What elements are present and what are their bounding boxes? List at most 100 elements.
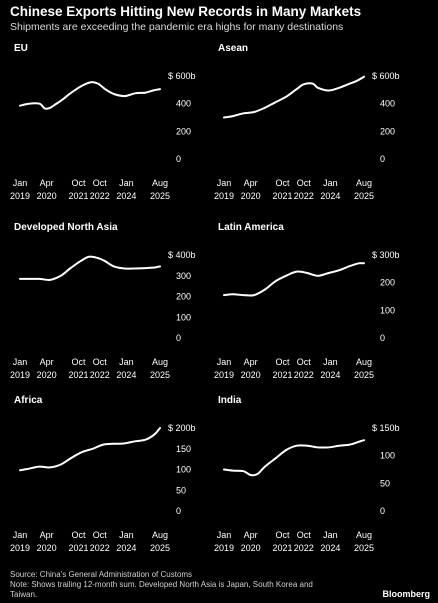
x-tick-year: 2025 — [150, 370, 170, 380]
x-tick-month: Apr — [40, 178, 54, 188]
x-tick-label: Jan 2024 — [116, 178, 136, 201]
x-tick-year: 2019 — [10, 191, 30, 201]
y-tick-label: 0 — [176, 333, 181, 343]
x-tick-label: Apr 2020 — [241, 530, 261, 553]
panel-title-asean: Asean — [218, 43, 249, 54]
x-tick-month: Apr — [40, 530, 54, 540]
y-tick-label: 200 — [380, 278, 395, 288]
x-tick-year: 2020 — [241, 370, 261, 380]
x-tick-year: 2019 — [214, 543, 234, 553]
source-note: Source: China's General Administration o… — [10, 570, 193, 579]
x-tick-year: 2020 — [37, 370, 57, 380]
y-tick-label: 200 — [380, 126, 395, 136]
x-tick-year: 2019 — [10, 543, 30, 553]
x-tick-year: 2020 — [241, 191, 261, 201]
x-tick-month: Oct — [275, 530, 290, 540]
x-tick-year: 2022 — [90, 543, 110, 553]
panel-africa: Africa 0 50 100 150 $ 200b Jan 2019 Apr 2020 Oct 2… — [10, 395, 216, 571]
x-tick-year: 2025 — [150, 191, 170, 201]
x-tick-month: Jan — [13, 178, 28, 188]
x-tick-year: 2024 — [320, 191, 340, 201]
x-tick-label: Apr 2020 — [37, 530, 57, 553]
x-tick-label: Oct 2021 — [68, 178, 88, 201]
x-tick-label: Jan 2019 — [10, 178, 30, 201]
x-tick-label: Apr 2020 — [37, 178, 57, 201]
x-tick-label: Oct 2021 — [272, 530, 292, 553]
x-tick-label: Oct 2022 — [90, 357, 110, 380]
x-tick-month: Jan — [119, 357, 134, 367]
x-tick-label: Oct 2022 — [294, 357, 314, 380]
series-line-developed-north-asia — [19, 255, 161, 282]
panel-title-africa: Africa — [14, 395, 43, 406]
x-tick-year: 2024 — [116, 191, 136, 201]
x-tick-month: Oct — [93, 530, 108, 540]
series-line-africa — [19, 427, 161, 472]
x-tick-month: Apr — [244, 530, 258, 540]
x-tick-year: 2021 — [272, 370, 292, 380]
x-tick-label: Oct 2022 — [294, 178, 314, 201]
x-tick-year: 2021 — [272, 543, 292, 553]
x-tick-label: Jan 2024 — [320, 178, 340, 201]
chart-india: 0 50 100 $ 150b Jan 2019 Apr 2020 Oct 2021 Oct 2022… — [214, 423, 400, 553]
y-tick-label: 0 — [380, 154, 385, 164]
x-tick-year: 2022 — [294, 543, 314, 553]
y-tick-label: 300 — [176, 271, 191, 281]
chart-africa: 0 50 100 150 $ 200b Jan 2019 Apr 2020 Oct 2021 Oct 2… — [10, 423, 196, 553]
x-tick-month: Jan — [323, 178, 338, 188]
x-tick-label: Apr 2020 — [241, 178, 261, 201]
x-tick-month: Jan — [119, 178, 134, 188]
y-tick-label: 50 — [380, 478, 390, 488]
y-tick-label: 50 — [176, 485, 186, 495]
x-tick-month: Oct — [297, 178, 312, 188]
chart-title: Chinese Exports Hitting New Records in M… — [10, 4, 362, 19]
x-tick-year: 2025 — [354, 370, 374, 380]
x-tick-month: Apr — [244, 357, 258, 367]
chart-eu: 0 200 400 $ 600b Jan 2019 Apr 2020 Oct 2021 Oct 202… — [10, 71, 196, 201]
y-tick-label: 100 — [176, 312, 191, 322]
panel-title-eu: EU — [14, 43, 28, 54]
x-tick-year: 2024 — [320, 543, 340, 553]
x-tick-year: 2022 — [294, 370, 314, 380]
x-tick-label: Jan 2019 — [10, 530, 30, 553]
x-tick-month: Oct — [71, 530, 86, 540]
x-tick-label: Aug 2025 — [354, 178, 374, 201]
x-tick-label: Oct 2022 — [90, 530, 110, 553]
y-tick-label: 400 — [176, 99, 191, 109]
x-tick-year: 2024 — [116, 370, 136, 380]
x-tick-month: Jan — [323, 530, 338, 540]
x-tick-year: 2024 — [320, 370, 340, 380]
x-tick-year: 2019 — [214, 370, 234, 380]
chart-header: Chinese Exports Hitting New Records in M… — [10, 4, 430, 34]
x-tick-label: Jan 2024 — [116, 530, 136, 553]
x-tick-label: Jan 2024 — [320, 530, 340, 553]
x-tick-year: 2019 — [214, 191, 234, 201]
y-tick-label: 100 — [380, 305, 395, 315]
x-tick-month: Oct — [71, 178, 86, 188]
x-tick-year: 2025 — [354, 543, 374, 553]
panel-title-latin-america: Latin America — [218, 222, 284, 233]
x-tick-label: Oct 2021 — [68, 530, 88, 553]
bloomberg-logo: Bloomberg — [382, 589, 430, 599]
y-tick-label: 100 — [176, 465, 191, 475]
x-tick-label: Oct 2022 — [90, 178, 110, 201]
x-tick-month: Oct — [275, 178, 290, 188]
x-tick-label: Jan 2019 — [10, 357, 30, 380]
y-tick-label: 0 — [176, 506, 181, 516]
x-tick-month: Jan — [217, 178, 232, 188]
x-tick-label: Jan 2024 — [320, 357, 340, 380]
x-tick-label: Jan 2019 — [214, 357, 234, 380]
series-line-eu — [19, 81, 161, 110]
x-tick-year: 2021 — [68, 543, 88, 553]
x-tick-year: 2020 — [37, 191, 57, 201]
x-tick-year: 2021 — [68, 191, 88, 201]
y-tick-label: 150 — [176, 444, 191, 454]
x-tick-month: Apr — [40, 357, 54, 367]
x-tick-month: Oct — [93, 178, 108, 188]
x-tick-year: 2022 — [90, 191, 110, 201]
x-tick-label: Jan 2024 — [116, 357, 136, 380]
x-tick-month: Aug — [152, 530, 168, 540]
x-tick-year: 2019 — [10, 370, 30, 380]
series-line-latin-america — [223, 262, 365, 297]
y-tick-label: 100 — [380, 451, 395, 461]
